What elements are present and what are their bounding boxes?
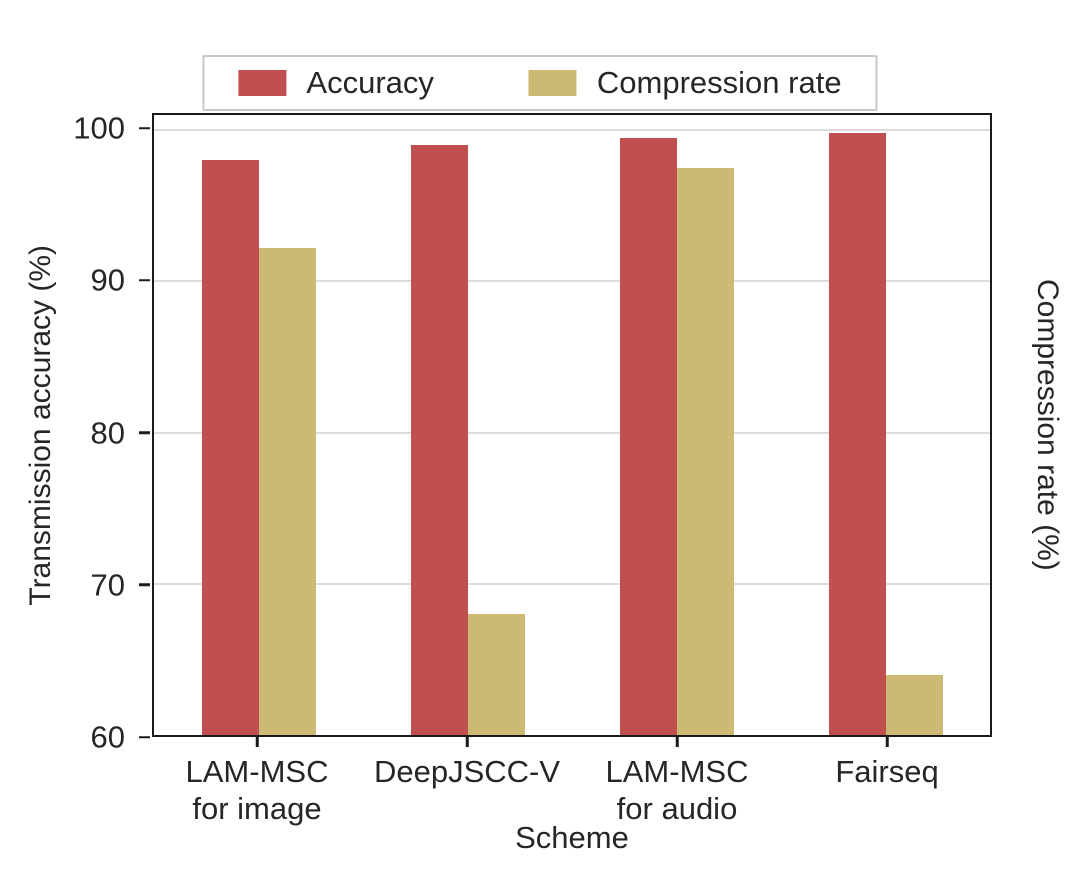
legend-item-compression-rate: Compression rate [528, 65, 842, 101]
accuracy-bar [410, 145, 468, 735]
y-tick-label: 100 [73, 110, 125, 146]
y-tick-mark [139, 279, 150, 282]
accuracy-bar [201, 160, 259, 735]
x-tick-label: Fairseq [835, 754, 939, 789]
x-tick-mark [675, 737, 679, 747]
compression-rate-bar [467, 614, 525, 735]
y-tick-mark [139, 583, 150, 587]
gridline [154, 280, 990, 283]
compression-rate-bar [885, 674, 943, 735]
x-tick-mark [255, 737, 259, 747]
compression-rate-bar [258, 248, 316, 735]
accuracy-legend-swatch [238, 70, 287, 96]
x-tick-mark [465, 737, 469, 747]
compression-rate-legend-swatch [528, 70, 577, 96]
y-tick-label: 70 [90, 567, 125, 603]
right-y-axis-title-text: Compression rate (%) [1031, 279, 1064, 571]
x-tick-cell: Fairseq [782, 737, 992, 827]
bar-group [363, 115, 572, 735]
x-tick-label: LAM-MSC for image [185, 754, 329, 827]
x-tick-label: LAM-MSC for audio [605, 754, 749, 827]
y-tick-mark [139, 735, 150, 739]
plot-area [152, 113, 992, 737]
chart-legend: Accuracy Compression rate [202, 55, 878, 111]
gridline [154, 129, 990, 132]
compression-rate-bar [676, 167, 734, 735]
x-axis: LAM-MSC for image DeepJSCC-V LAM-MSC for a… [152, 737, 992, 827]
y-tick-label: 60 [90, 719, 125, 755]
gridline [154, 431, 990, 434]
y-tick-mark [139, 126, 150, 130]
y-tick-label: 90 [90, 262, 125, 298]
x-axis-title: Scheme [515, 820, 629, 855]
accuracy-bar [828, 133, 886, 735]
compression-rate-legend-label: Compression rate [596, 65, 842, 100]
x-tick-cell: LAM-MSC for image [152, 737, 362, 827]
bar-group [781, 115, 990, 735]
y-tick-mark [139, 431, 150, 434]
x-tick-label: DeepJSCC-V [373, 754, 561, 789]
y-tick-label: 80 [90, 415, 125, 451]
bar-group [572, 115, 781, 735]
right-y-axis-title: Compression rate (%) [1030, 113, 1064, 737]
legend-item-accuracy: Accuracy [238, 65, 434, 101]
y-axis: 60 70 80 90 100 [0, 110, 152, 753]
x-tick-mark [885, 737, 889, 747]
x-tick-cell: DeepJSCC-V [362, 737, 572, 827]
x-tick-cell: LAM-MSC for audio [572, 737, 782, 827]
bar-group [154, 115, 363, 735]
gridline [154, 582, 990, 585]
accuracy-bar [619, 137, 677, 735]
accuracy-legend-label: Accuracy [306, 65, 434, 100]
bar-groups [154, 115, 990, 735]
